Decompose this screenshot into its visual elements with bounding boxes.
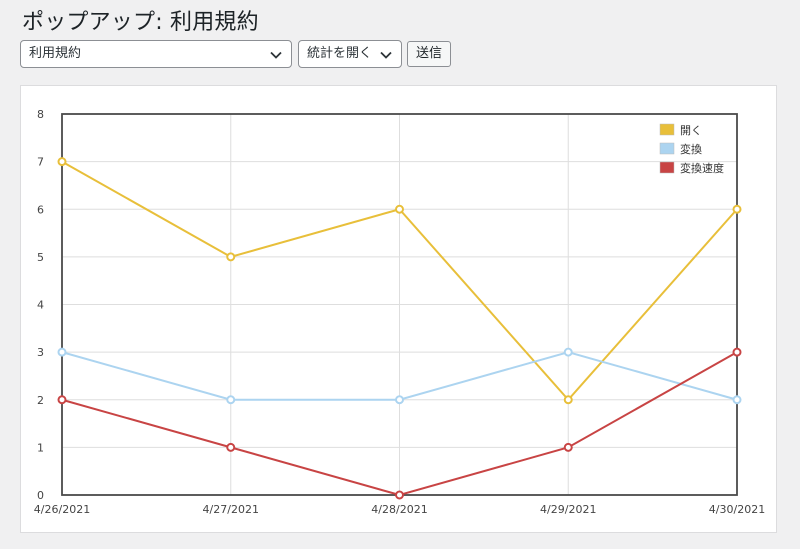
- page-title: ポップアップ: 利用規約: [22, 10, 259, 35]
- legend-label: 変換速度: [680, 161, 724, 175]
- stat-select[interactable]: 統計を開く: [298, 40, 402, 68]
- y-tick-label: 2: [37, 394, 44, 407]
- data-point[interactable]: [732, 395, 742, 405]
- data-point[interactable]: [395, 490, 404, 500]
- chevron-down-icon: [270, 51, 282, 59]
- y-tick-label: 8: [37, 108, 44, 121]
- x-tick-label: 4/28/2021: [371, 503, 427, 516]
- legend-label: 開く: [680, 124, 702, 137]
- legend-swatch: [659, 142, 675, 155]
- chart-panel: 0 1 2 3 4 5 6 7 8 4/26/2021 4/27/2021 4/28/2021 4/29…: [20, 85, 777, 533]
- data-point[interactable]: [563, 442, 573, 452]
- data-point[interactable]: [563, 395, 573, 405]
- y-tick-label: 3: [37, 346, 44, 359]
- data-point[interactable]: [563, 347, 573, 357]
- y-tick-label: 1: [37, 441, 44, 454]
- legend-swatch: [659, 161, 675, 174]
- y-tick-label: 5: [37, 251, 44, 264]
- x-tick-label: 4/27/2021: [203, 503, 259, 516]
- data-point[interactable]: [395, 395, 404, 405]
- data-point[interactable]: [226, 252, 236, 262]
- data-point[interactable]: [226, 395, 236, 405]
- y-tick-label: 6: [37, 203, 44, 216]
- legend-label: 変換: [680, 142, 702, 156]
- data-point[interactable]: [57, 157, 67, 167]
- data-point[interactable]: [57, 395, 67, 405]
- data-point[interactable]: [226, 442, 236, 452]
- stat-select-value: 統計を開く: [307, 46, 373, 61]
- y-tick-label: 7: [37, 156, 44, 169]
- data-point[interactable]: [732, 347, 742, 357]
- legend-swatch: [659, 123, 675, 136]
- page-select-value: 利用規約: [29, 46, 82, 61]
- data-point[interactable]: [732, 204, 742, 214]
- y-tick-label: 0: [37, 489, 44, 502]
- x-tick-label: 4/26/2021: [34, 503, 90, 516]
- x-tick-label: 4/29/2021: [540, 503, 596, 516]
- chevron-down-icon: [380, 51, 392, 59]
- line-chart: 0 1 2 3 4 5 6 7 8 4/26/2021 4/27/2021 4/28/2021 4/29…: [34, 108, 765, 516]
- page-select[interactable]: 利用規約: [20, 40, 292, 68]
- y-tick-label: 4: [37, 299, 44, 312]
- data-point[interactable]: [395, 204, 404, 214]
- data-point[interactable]: [57, 347, 67, 357]
- x-tick-label: 4/30/2021: [709, 503, 765, 516]
- submit-button[interactable]: 送信: [407, 41, 451, 67]
